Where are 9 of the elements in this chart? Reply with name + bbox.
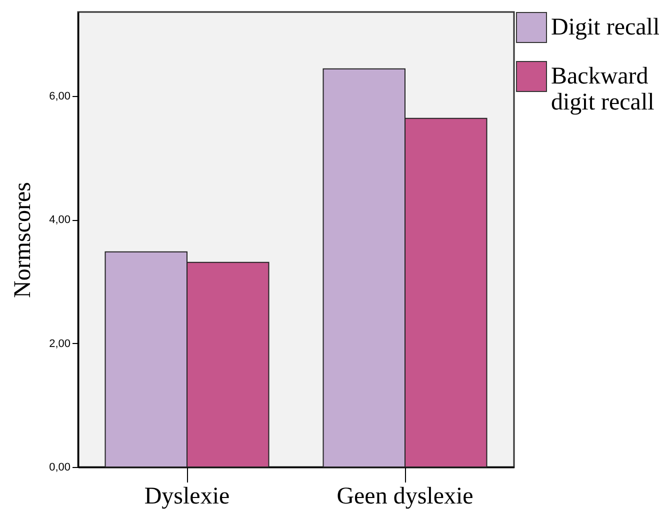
x-tick-label: Geen dyslexie (336, 484, 474, 510)
y-axis-title: Normscores (10, 182, 36, 298)
y-tick-label: 0,00 (49, 462, 70, 474)
legend-label: Digit recall (551, 14, 659, 40)
legend-label: Backward digit recall (551, 64, 655, 116)
y-tick-label: 6,00 (49, 90, 70, 103)
x-tick-label: Dyslexie (144, 484, 230, 510)
y-tick-label: 4,00 (49, 214, 70, 226)
y-tick-label: 2,00 (49, 338, 70, 350)
